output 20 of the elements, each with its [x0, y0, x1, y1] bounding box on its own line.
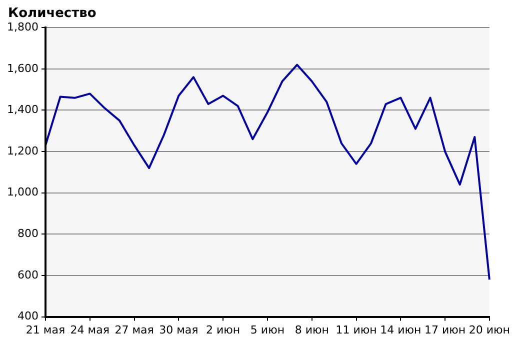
x-tick-label: 24 мая [70, 323, 110, 336]
y-tick-label: 1,800 [6, 20, 38, 34]
y-tick-label: 400 [17, 310, 38, 323]
x-tick-label: 30 мая [159, 323, 198, 336]
x-tick-label: 20 июн [468, 323, 510, 336]
x-tick-label: 17 июн [424, 323, 466, 336]
y-tick-label: 800 [17, 227, 38, 240]
x-tick-label: 21 мая [26, 323, 66, 336]
x-tick-label: 5 июн [250, 323, 285, 336]
chart-title: Количество [8, 6, 96, 21]
y-tick-label: 1,600 [6, 62, 38, 75]
x-tick-label: 14 июн [380, 323, 422, 336]
y-tick-label: 1,200 [6, 144, 38, 158]
x-tick-label: 8 июн [294, 323, 329, 336]
y-tick-label: 1,000 [6, 186, 38, 199]
y-tick-label: 1,400 [6, 103, 38, 116]
x-tick-label: 11 июн [336, 323, 377, 336]
x-tick-label: 2 июн [206, 323, 240, 336]
y-tick-label: 600 [17, 268, 38, 282]
x-tick-label: 27 мая [114, 323, 154, 336]
